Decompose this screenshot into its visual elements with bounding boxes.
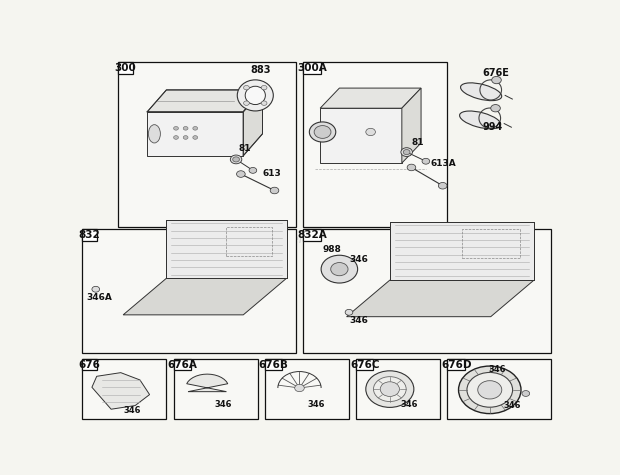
Ellipse shape <box>461 83 502 101</box>
Circle shape <box>522 390 529 397</box>
Bar <box>303 229 551 353</box>
Text: 300A: 300A <box>297 63 327 73</box>
Text: 346: 346 <box>123 406 141 415</box>
Circle shape <box>366 128 376 136</box>
Circle shape <box>422 158 430 164</box>
Circle shape <box>193 136 198 139</box>
Text: 676A: 676A <box>167 360 197 370</box>
Bar <box>303 63 448 227</box>
Polygon shape <box>166 220 286 278</box>
Ellipse shape <box>309 122 336 142</box>
Circle shape <box>491 104 500 112</box>
Text: 883: 883 <box>250 66 271 76</box>
Text: eReplacementParts.com: eReplacementParts.com <box>241 233 394 247</box>
Bar <box>448 359 551 419</box>
Bar <box>82 359 97 370</box>
Circle shape <box>174 136 179 139</box>
Polygon shape <box>243 90 262 156</box>
Circle shape <box>403 150 410 155</box>
Polygon shape <box>92 373 149 409</box>
Bar <box>174 359 191 370</box>
Polygon shape <box>320 88 421 108</box>
Text: 81: 81 <box>239 144 251 153</box>
Bar <box>356 359 373 370</box>
Text: 832A: 832A <box>297 230 327 240</box>
Circle shape <box>244 86 249 90</box>
Polygon shape <box>147 90 262 112</box>
Circle shape <box>237 171 245 177</box>
Circle shape <box>345 309 353 315</box>
Bar <box>174 359 258 419</box>
Text: 346A: 346A <box>86 293 112 302</box>
Ellipse shape <box>148 124 161 143</box>
Polygon shape <box>402 88 421 163</box>
Bar <box>303 229 321 241</box>
Circle shape <box>230 155 242 164</box>
Bar <box>82 359 166 419</box>
Circle shape <box>261 86 267 90</box>
Text: 994: 994 <box>482 122 503 132</box>
Text: 676B: 676B <box>259 360 288 370</box>
Circle shape <box>270 187 279 194</box>
Bar <box>303 63 321 74</box>
Ellipse shape <box>366 371 414 408</box>
Text: 832: 832 <box>79 230 100 240</box>
Circle shape <box>244 101 249 105</box>
Polygon shape <box>390 221 534 280</box>
Circle shape <box>330 263 348 275</box>
Text: 676D: 676D <box>441 360 471 370</box>
Circle shape <box>492 76 502 84</box>
Text: 346: 346 <box>489 364 506 373</box>
Circle shape <box>184 136 188 139</box>
Text: 613A: 613A <box>431 159 456 168</box>
Circle shape <box>184 126 188 130</box>
Text: 346: 346 <box>350 255 368 264</box>
Bar <box>265 359 349 419</box>
Bar <box>448 359 465 370</box>
Polygon shape <box>187 374 228 392</box>
Ellipse shape <box>314 125 331 138</box>
Bar <box>82 229 97 241</box>
Circle shape <box>407 164 416 171</box>
Circle shape <box>249 168 257 173</box>
Bar <box>265 359 282 370</box>
Polygon shape <box>347 280 534 317</box>
Text: 346: 346 <box>215 399 232 408</box>
Ellipse shape <box>478 380 502 399</box>
Ellipse shape <box>245 86 265 104</box>
Bar <box>118 63 296 227</box>
Circle shape <box>321 255 358 283</box>
Circle shape <box>380 382 399 397</box>
Text: 676E: 676E <box>482 68 510 78</box>
Circle shape <box>232 157 239 162</box>
Ellipse shape <box>459 366 521 414</box>
Circle shape <box>193 126 198 130</box>
Polygon shape <box>320 108 402 163</box>
Ellipse shape <box>467 372 513 407</box>
Text: 346: 346 <box>307 399 325 408</box>
Text: 613: 613 <box>262 169 281 178</box>
Text: 81: 81 <box>412 138 424 147</box>
Circle shape <box>261 101 267 105</box>
Text: 300: 300 <box>115 63 136 73</box>
Bar <box>118 63 133 74</box>
Ellipse shape <box>459 111 501 129</box>
Ellipse shape <box>237 80 273 111</box>
Text: 346: 346 <box>350 316 368 325</box>
Text: 676C: 676C <box>350 360 379 370</box>
Text: 988: 988 <box>322 245 342 254</box>
Circle shape <box>438 182 447 189</box>
Circle shape <box>401 148 412 156</box>
Circle shape <box>294 384 304 392</box>
Text: 676: 676 <box>79 360 100 370</box>
Ellipse shape <box>373 377 406 401</box>
Bar <box>356 359 440 419</box>
Polygon shape <box>147 112 243 156</box>
Polygon shape <box>123 278 286 315</box>
Circle shape <box>174 126 179 130</box>
Text: 346: 346 <box>401 399 418 408</box>
Bar <box>82 229 296 353</box>
Circle shape <box>92 286 100 292</box>
Text: 346: 346 <box>503 401 521 410</box>
